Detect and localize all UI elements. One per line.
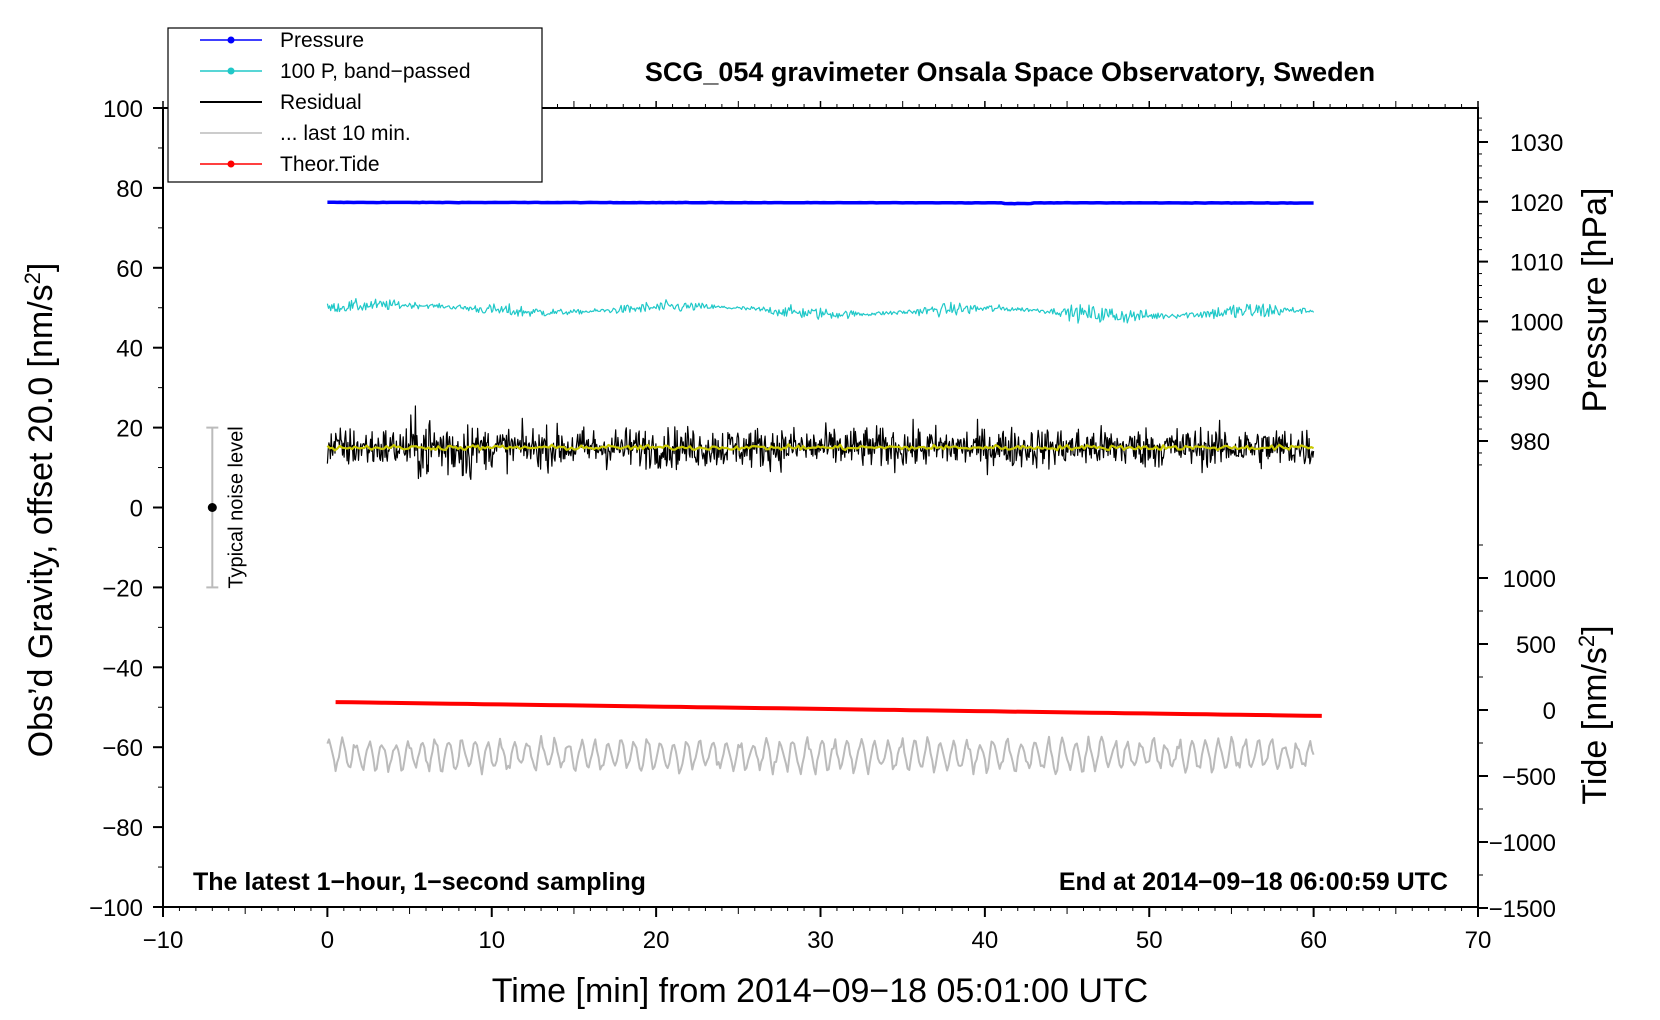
legend-box	[167, 27, 543, 183]
annotation-right: End at 2014−09−18 06:00:59 UTC	[1059, 868, 1448, 896]
y-axis-left-label: Obs’d Gravity, offset 20.0 [nm/s2]	[20, 263, 60, 758]
pressure-tick-label: 1020	[1510, 190, 1563, 217]
pressure-tick-label: 1010	[1510, 250, 1563, 277]
noise-bar-label: Typical noise level	[225, 426, 247, 588]
y-axis-right: 1030 1020 1010 1000 990 980 1000 500 0 −500 −1000 −…	[1478, 117, 1563, 923]
y-left-tick-label: −40	[102, 655, 143, 682]
x-tick-label: 20	[643, 927, 670, 954]
y-left-tick-label: 40	[116, 336, 143, 363]
pressure-tick-label: 1000	[1510, 309, 1563, 336]
y-axis-left-label-sup: 2	[20, 272, 45, 284]
pressure-tick-label: 980	[1510, 429, 1550, 456]
pressure-tick-label: 990	[1510, 369, 1550, 396]
x-tick-label: 70	[1465, 927, 1492, 954]
y-left-tick-label: −60	[102, 735, 143, 762]
residual-series	[326, 405, 1315, 480]
legend-label: ... last 10 min.	[280, 122, 411, 145]
noise-bar-center	[207, 503, 217, 512]
x-tick-label: 10	[478, 927, 505, 954]
pressure-axis-label: Pressure [hPa]	[1576, 188, 1614, 413]
tide-tick-label: −1500	[1489, 896, 1556, 923]
y-axis-left: 100 80 60 40 20 0 −20 −40 −60 −80 −100	[89, 96, 163, 922]
tide-axis-label-sup: 2	[1574, 635, 1599, 647]
tide-tick-label: −500	[1502, 764, 1556, 791]
x-tick-label: −10	[143, 927, 184, 954]
chart-title: SCG_054 gravimeter Onsala Space Observat…	[645, 57, 1375, 87]
legend-marker	[227, 160, 235, 168]
x-tick-label: 60	[1300, 927, 1327, 954]
y-left-tick-label: −80	[102, 815, 143, 842]
x-axis-label: Time [min] from 2014−09−18 05:01:00 UTC	[492, 972, 1148, 1010]
legend-label: Pressure	[280, 29, 364, 52]
tide-axis-label: Tide [nm/s2]	[1574, 625, 1614, 804]
theoretical-tide-series	[335, 700, 1322, 718]
annotation-left: The latest 1−hour, 1−second sampling	[193, 868, 646, 896]
x-tick-label: 0	[321, 927, 334, 954]
y-left-tick-label: 100	[103, 96, 143, 123]
last-10-min-series	[326, 735, 1315, 776]
pressure-tick-label: 1030	[1510, 130, 1563, 157]
y-axis-left-label-close: ]	[22, 263, 60, 272]
y-left-tick-label: 20	[116, 416, 143, 443]
y-left-tick-label: 80	[116, 176, 143, 203]
y-left-tick-label: −20	[102, 575, 143, 602]
bandpassed-pressure-series	[326, 298, 1315, 324]
plot-frame	[162, 107, 1479, 908]
tide-tick-label: 0	[1543, 698, 1556, 725]
noise-indicator: Typical noise level	[206, 426, 247, 589]
x-tick-label: 50	[1136, 927, 1163, 954]
tide-axis-label-close: ]	[1576, 625, 1614, 634]
legend-label: Theor.Tide	[280, 153, 380, 176]
y-left-tick-label: −100	[89, 895, 143, 922]
x-axis: −10 0 10 20 30 40 50 60 70	[143, 101, 1492, 954]
legend-marker	[227, 36, 235, 44]
legend-label: Residual	[280, 91, 362, 114]
legend-label: 100 P, band−passed	[280, 60, 471, 83]
x-tick-label: 30	[807, 927, 834, 954]
tide-tick-label: −1000	[1489, 830, 1556, 857]
y-axis-left-label-text: Obs’d Gravity, offset 20.0 [nm/s	[22, 284, 60, 757]
residual-smoothed-series	[326, 443, 1315, 452]
legend: Pressure 100 P, band−passed Residual ... la…	[167, 27, 543, 183]
legend-marker	[227, 67, 235, 75]
tide-tick-label: 1000	[1503, 566, 1556, 593]
pressure-series	[327, 200, 1314, 206]
series-layer	[326, 200, 1322, 776]
tide-tick-label: 500	[1516, 632, 1556, 659]
y-left-tick-label: 0	[130, 496, 143, 523]
x-tick-label: 40	[972, 927, 999, 954]
y-left-tick-label: 60	[116, 256, 143, 283]
tide-axis-label-text: Tide [nm/s	[1576, 647, 1614, 804]
